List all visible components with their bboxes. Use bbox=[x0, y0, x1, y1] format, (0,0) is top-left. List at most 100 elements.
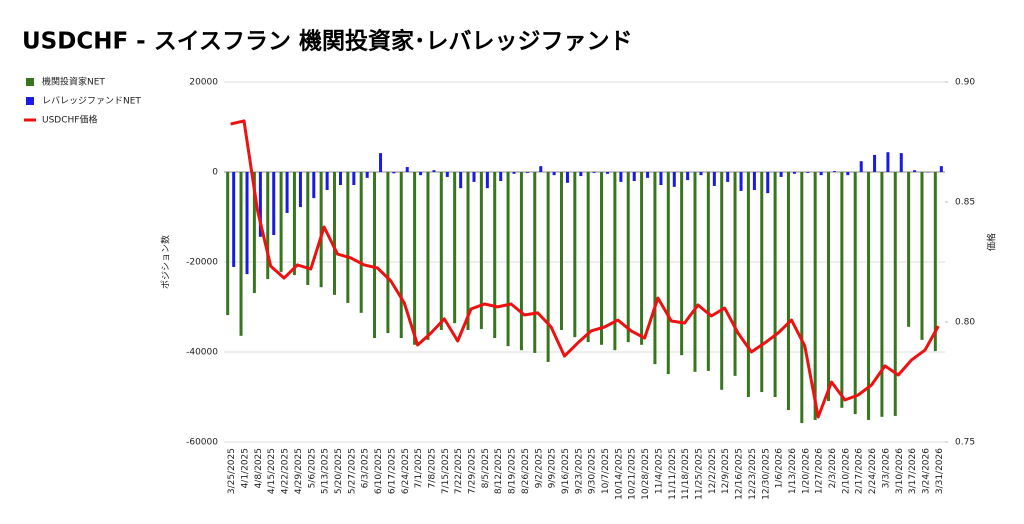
x-tick-label: 12/2/2025 bbox=[708, 448, 718, 494]
bar bbox=[432, 170, 436, 172]
x-tick-label: 5/20/2025 bbox=[334, 448, 344, 494]
x-tick-label: 11/11/2025 bbox=[668, 448, 678, 500]
line bbox=[230, 119, 940, 419]
bar bbox=[766, 172, 770, 194]
x-tick-label: 3/10/2026 bbox=[895, 448, 905, 494]
bar bbox=[546, 172, 550, 362]
bar bbox=[419, 172, 423, 176]
bar bbox=[472, 172, 476, 182]
x-tick-label: 5/6/2025 bbox=[307, 448, 317, 488]
x-tick-label: 3/31/2026 bbox=[935, 448, 945, 494]
bar bbox=[506, 172, 510, 347]
bar bbox=[359, 172, 363, 313]
bar bbox=[752, 172, 756, 190]
bar bbox=[606, 172, 610, 174]
x-tick-label: 12/23/2025 bbox=[748, 448, 758, 500]
x-tick-label: 3/3/2026 bbox=[881, 448, 891, 489]
y-tick-label: -20000 bbox=[186, 258, 218, 268]
bar bbox=[539, 166, 543, 172]
bar bbox=[319, 172, 323, 288]
bar bbox=[699, 172, 703, 176]
x-tick-label: 10/14/2025 bbox=[614, 448, 624, 500]
bar bbox=[779, 172, 783, 177]
bar bbox=[786, 172, 790, 411]
bar bbox=[720, 172, 724, 390]
bar bbox=[525, 172, 529, 173]
x-tick-label: 11/4/2025 bbox=[654, 448, 664, 494]
y2-tick-label: 0.75 bbox=[955, 438, 975, 448]
x-tick-label: 7/29/2025 bbox=[468, 448, 478, 494]
bar bbox=[239, 172, 243, 336]
bar bbox=[846, 172, 850, 176]
x-tick-label: 3/25/2025 bbox=[227, 448, 237, 494]
bar bbox=[686, 172, 690, 181]
bar bbox=[899, 153, 903, 172]
bar bbox=[579, 172, 583, 177]
x-tick-label: 2/17/2026 bbox=[855, 448, 865, 494]
bar bbox=[646, 172, 650, 178]
bar bbox=[840, 172, 844, 408]
x-tick-label: 10/21/2025 bbox=[628, 448, 638, 500]
bar bbox=[292, 172, 296, 276]
x-tick-label: 7/8/2025 bbox=[427, 448, 437, 488]
bar bbox=[379, 153, 383, 172]
x-tick-label: 2/10/2026 bbox=[841, 448, 851, 494]
bar bbox=[800, 172, 804, 424]
bar bbox=[813, 172, 817, 420]
x-tick-label: 6/10/2025 bbox=[374, 448, 384, 494]
x-tick-label: 4/22/2025 bbox=[281, 448, 291, 494]
bar bbox=[706, 172, 710, 371]
x-tick-label: 7/15/2025 bbox=[441, 448, 451, 494]
bar bbox=[352, 172, 356, 186]
y-tick-label: 0 bbox=[212, 168, 218, 178]
bar bbox=[232, 172, 236, 267]
bar bbox=[306, 172, 310, 285]
bar bbox=[760, 172, 764, 393]
x-tick-label: 4/1/2025 bbox=[241, 448, 251, 488]
legend-label: 機関投資家NET bbox=[42, 76, 105, 88]
x-tick-label: 9/16/2025 bbox=[561, 448, 571, 494]
bar bbox=[485, 172, 489, 189]
x-tick-label: 7/1/2025 bbox=[414, 448, 424, 488]
legend-swatch bbox=[26, 97, 34, 105]
bar bbox=[459, 172, 463, 189]
bar bbox=[325, 172, 329, 190]
y2-tick-label: 0.80 bbox=[955, 318, 975, 328]
bar bbox=[365, 172, 369, 178]
y-tick-label: 20000 bbox=[189, 78, 218, 88]
x-tick-label: 11/18/2025 bbox=[681, 448, 691, 500]
bar bbox=[666, 172, 670, 375]
bar bbox=[439, 172, 443, 330]
x-tick-label: 9/30/2025 bbox=[588, 448, 598, 494]
bar bbox=[712, 172, 716, 186]
bar bbox=[386, 172, 390, 334]
bar bbox=[413, 172, 417, 345]
chart-title: USDCHF - スイスフラン 機関投資家･レバレッジファンド bbox=[22, 28, 633, 55]
x-tick-label: 1/27/2026 bbox=[815, 448, 825, 494]
x-tick-label: 8/5/2025 bbox=[481, 448, 491, 488]
bar bbox=[746, 172, 750, 397]
x-tick-label: 1/20/2026 bbox=[801, 448, 811, 494]
bar bbox=[773, 172, 777, 397]
bar bbox=[907, 172, 911, 327]
x-tick-label: 6/24/2025 bbox=[401, 448, 411, 494]
bar bbox=[405, 167, 409, 172]
bar bbox=[592, 172, 596, 173]
bar bbox=[392, 172, 396, 174]
bar bbox=[726, 172, 730, 182]
x-tick-label: 10/7/2025 bbox=[601, 448, 611, 494]
bar bbox=[272, 172, 276, 235]
bar bbox=[893, 172, 897, 416]
x-tick-label: 9/23/2025 bbox=[574, 448, 584, 494]
x-tick-label: 12/16/2025 bbox=[735, 448, 745, 500]
bar bbox=[632, 172, 636, 181]
bar bbox=[285, 172, 289, 213]
bar bbox=[552, 172, 556, 176]
bar bbox=[426, 172, 430, 340]
bar bbox=[258, 172, 262, 237]
bar bbox=[346, 172, 350, 303]
bar bbox=[653, 172, 657, 365]
bar bbox=[626, 172, 630, 343]
x-tick-label: 12/30/2025 bbox=[761, 448, 771, 500]
bar bbox=[913, 170, 917, 172]
